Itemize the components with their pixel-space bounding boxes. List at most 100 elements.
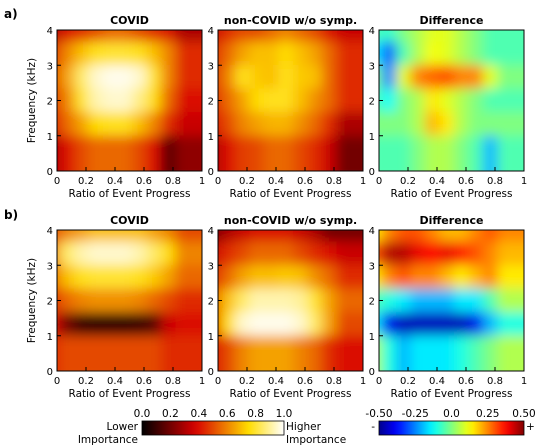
x-tick-label: 0.6 (297, 376, 313, 387)
colorbar-low-label: Importance (78, 434, 138, 445)
heatmap-cells (379, 230, 524, 371)
y-tick-label: 0 (208, 167, 214, 178)
y-tick-label: 4 (47, 26, 53, 37)
x-tick-label: 0.2 (400, 176, 416, 187)
y-axis-label: Frequency (kHz) (26, 58, 38, 143)
x-axis-label: Ratio of Event Progress (230, 188, 352, 200)
x-tick-label: 0.6 (136, 176, 152, 187)
heatmap-cell (336, 335, 363, 371)
x-tick-label: 0.2 (239, 176, 255, 187)
panel-title: non-COVID w/o symp. (224, 214, 357, 227)
heatmap-panel: Difference 0 0.2 0.4 0.6 0.8 1 0 1 2 3 4 Ratio of Ev… (369, 14, 528, 200)
x-tick-label: 0 (376, 376, 382, 387)
panel-title: Difference (420, 214, 484, 227)
heatmap-cell (336, 135, 363, 171)
x-tick-label: 0.2 (239, 376, 255, 387)
x-tick-label: 0.4 (268, 176, 284, 187)
y-tick-label: 3 (47, 61, 53, 72)
y-tick-label: 4 (369, 226, 375, 237)
heatmap-cell (175, 335, 202, 371)
colorbar-tick-label: 0.8 (247, 408, 264, 420)
heatmap-cells (218, 230, 363, 371)
y-axis-label: Frequency (kHz) (26, 258, 38, 343)
x-tick-label: 0.6 (458, 176, 474, 187)
y-tick-label: 3 (47, 261, 53, 272)
colorbar-tick-label: 0.0 (443, 408, 460, 420)
x-tick-label: 0.4 (429, 376, 445, 387)
y-tick-label: 2 (208, 97, 214, 108)
colorbar-tick-label: 0.4 (190, 408, 207, 420)
x-tick-label: 0.4 (107, 176, 123, 187)
heatmap-cell (497, 335, 524, 371)
heatmap-cells (57, 230, 202, 371)
colorbar-tick-label: 1.0 (276, 408, 293, 420)
x-tick-label: 0.2 (78, 376, 94, 387)
y-tick-label: 3 (208, 61, 214, 72)
y-tick-label: 1 (208, 332, 214, 343)
y-tick-label: 3 (369, 261, 375, 272)
x-tick-label: 1 (360, 176, 366, 187)
colorbar-high-label: Importance (286, 434, 346, 445)
x-tick-label: 1 (199, 376, 205, 387)
colorbar-tick-label: -0.50 (365, 408, 392, 420)
y-tick-label: 0 (369, 167, 375, 178)
x-tick-label: 0.8 (165, 176, 181, 187)
colorbar-high-label: + (526, 421, 535, 433)
heatmap-cell (497, 135, 524, 171)
x-tick-label: 0.6 (458, 376, 474, 387)
colorbar: 0.0 0.2 0.4 0.6 0.8 1.0LowerImportanceHigherI… (78, 408, 346, 445)
y-tick-label: 1 (369, 132, 375, 143)
x-tick-label: 0.4 (268, 376, 284, 387)
colorbar-tick-label: 0.25 (476, 408, 499, 420)
colorbar-tick-label: 0.6 (219, 408, 236, 420)
heatmap-cell (175, 135, 202, 171)
y-tick-label: 4 (208, 226, 214, 237)
x-tick-label: 1 (199, 176, 205, 187)
y-tick-label: 0 (47, 167, 53, 178)
heatmap-panel: non-COVID w/o symp. 0 0.2 0.4 0.6 0.8 1 0 1 2 3 4 Ra… (208, 14, 367, 200)
heatmap-panel: non-COVID w/o symp. 0 0.2 0.4 0.6 0.8 1 0 1 2 3 4 Ra… (208, 214, 367, 400)
x-axis-label: Ratio of Event Progress (230, 388, 352, 400)
heatmap-cells (379, 30, 524, 171)
x-axis-label: Ratio of Event Progress (391, 388, 513, 400)
y-tick-label: 4 (47, 226, 53, 237)
y-tick-label: 2 (208, 297, 214, 308)
x-tick-label: 0 (376, 176, 382, 187)
x-tick-label: 0.4 (429, 176, 445, 187)
y-tick-label: 0 (208, 367, 214, 378)
y-tick-label: 0 (369, 367, 375, 378)
x-axis-label: Ratio of Event Progress (69, 188, 191, 200)
colorbar: -0.50 -0.25 0.0 0.25 0.50 - + (365, 408, 536, 436)
colorbar-tick-label: 0.0 (134, 408, 151, 420)
y-tick-label: 1 (208, 132, 214, 143)
x-tick-label: 0.2 (400, 376, 416, 387)
colorbar-high-label: Higher (286, 421, 322, 433)
colorbar-tick-label: -0.25 (402, 408, 429, 420)
heatmap-cells (218, 30, 363, 171)
x-tick-label: 0 (54, 176, 60, 187)
x-tick-label: 0.8 (165, 376, 181, 387)
x-tick-label: 0 (54, 376, 60, 387)
panel-title: non-COVID w/o symp. (224, 14, 357, 27)
x-axis-label: Ratio of Event Progress (69, 388, 191, 400)
panel-title: COVID (110, 214, 149, 227)
colorbar-gradient (141, 420, 285, 436)
y-tick-label: 2 (47, 97, 53, 108)
colorbar-low-label: Lower (107, 421, 139, 433)
y-tick-label: 2 (369, 297, 375, 308)
colorbar-low-label: - (371, 421, 375, 433)
colorbar-tick-label: 0.2 (162, 408, 179, 420)
colorbar-gradient (378, 420, 525, 436)
heatmap-panel: COVID 0 0.2 0.4 0.6 0.8 1 0 1 2 3 4 Ratio of Event P… (26, 214, 205, 400)
x-tick-label: 0.6 (297, 176, 313, 187)
x-tick-label: 0.8 (326, 176, 342, 187)
y-tick-label: 1 (47, 332, 53, 343)
y-tick-label: 1 (369, 332, 375, 343)
heatmap-panel: COVID 0 0.2 0.4 0.6 0.8 1 0 1 2 3 4 Ratio of Event P… (26, 14, 205, 200)
x-axis-label: Ratio of Event Progress (391, 188, 513, 200)
y-tick-label: 1 (47, 132, 53, 143)
x-tick-label: 1 (360, 376, 366, 387)
x-tick-label: 0.8 (487, 376, 503, 387)
y-tick-label: 0 (47, 367, 53, 378)
